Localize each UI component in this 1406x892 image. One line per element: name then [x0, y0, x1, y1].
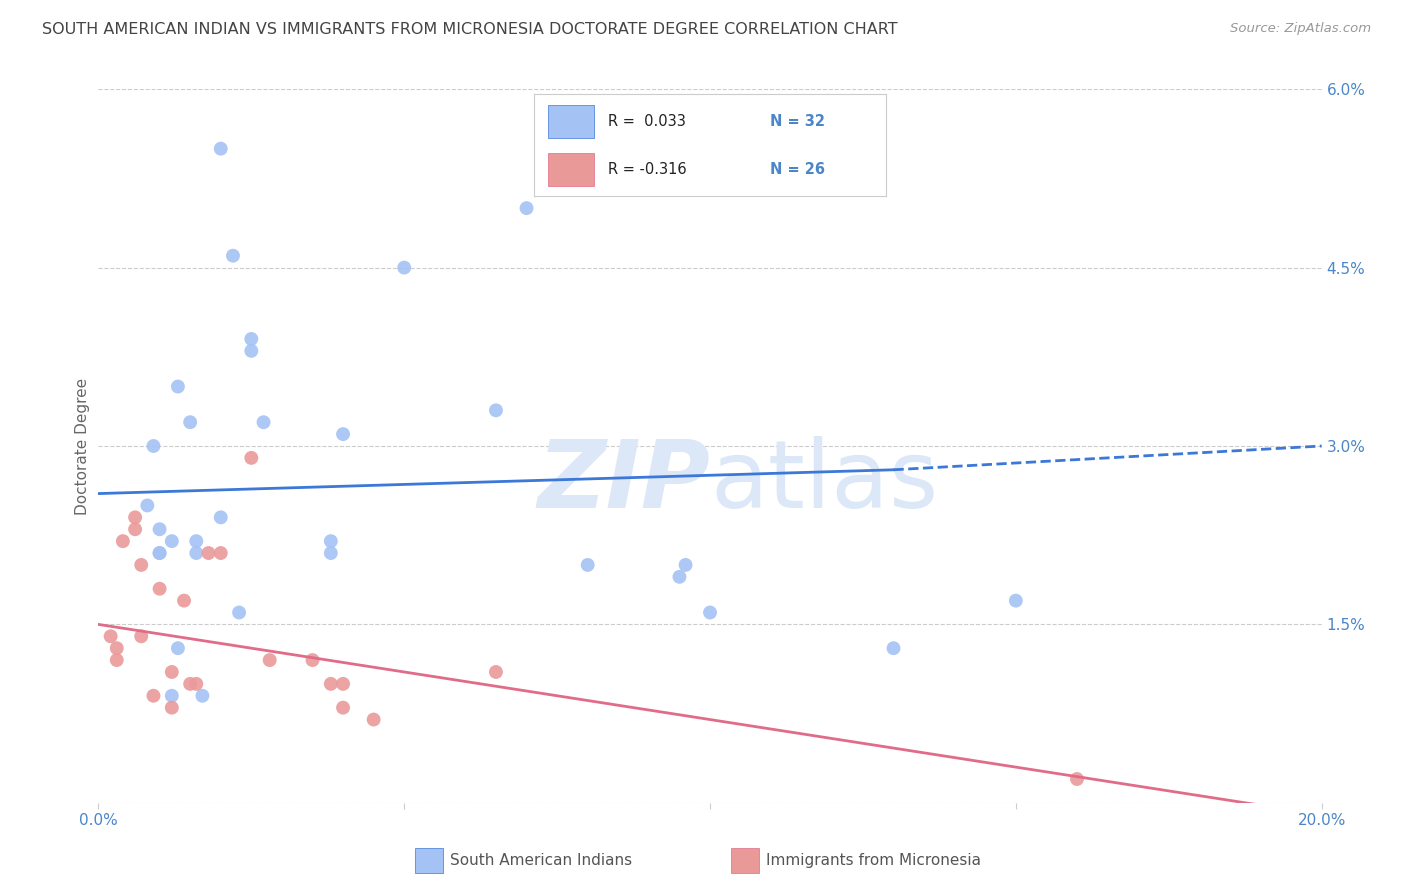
Point	[332, 677, 354, 691]
Point	[319, 546, 342, 560]
Point	[167, 379, 190, 393]
Point	[675, 558, 697, 572]
Point	[100, 629, 122, 643]
Text: SOUTH AMERICAN INDIAN VS IMMIGRANTS FROM MICRONESIA DOCTORATE DEGREE CORRELATION: SOUTH AMERICAN INDIAN VS IMMIGRANTS FROM…	[42, 22, 898, 37]
Text: N = 32: N = 32	[770, 114, 825, 128]
Point	[167, 641, 190, 656]
Point	[699, 606, 721, 620]
Point	[129, 629, 152, 643]
Text: Source: ZipAtlas.com: Source: ZipAtlas.com	[1230, 22, 1371, 36]
Bar	[548, 105, 593, 137]
Point	[142, 439, 165, 453]
Point	[240, 332, 263, 346]
Point	[105, 653, 128, 667]
Point	[111, 534, 134, 549]
Bar	[731, 848, 759, 873]
Point	[485, 665, 508, 679]
Point	[179, 677, 201, 691]
Point	[485, 403, 508, 417]
Point	[1066, 772, 1088, 786]
Point	[197, 546, 219, 560]
Point	[209, 546, 232, 560]
Point	[149, 546, 172, 560]
Point	[668, 570, 690, 584]
Point	[252, 415, 274, 429]
Point	[149, 522, 172, 536]
Point	[332, 700, 354, 714]
Point	[179, 415, 201, 429]
Point	[319, 677, 342, 691]
Point	[1004, 593, 1026, 607]
Point	[883, 641, 905, 656]
Point	[516, 201, 538, 215]
Point	[392, 260, 416, 275]
Point	[191, 689, 214, 703]
Point	[240, 450, 263, 465]
Point	[576, 558, 599, 572]
Point	[160, 665, 183, 679]
Point	[160, 689, 183, 703]
Point	[228, 606, 250, 620]
Point	[142, 689, 165, 703]
Point	[173, 593, 195, 607]
Point	[209, 142, 232, 156]
Point	[160, 700, 183, 714]
Point	[149, 582, 172, 596]
Text: atlas: atlas	[710, 435, 938, 528]
Point	[124, 522, 146, 536]
Point	[160, 534, 183, 549]
Point	[186, 677, 208, 691]
Point	[363, 713, 385, 727]
Point	[209, 510, 232, 524]
Text: Immigrants from Micronesia: Immigrants from Micronesia	[766, 854, 981, 868]
Text: R =  0.033: R = 0.033	[609, 114, 686, 128]
Point	[129, 558, 152, 572]
Text: South American Indians: South American Indians	[450, 854, 633, 868]
Point	[136, 499, 159, 513]
Point	[186, 546, 208, 560]
Point	[332, 427, 354, 442]
Point	[240, 343, 263, 358]
Text: ZIP: ZIP	[537, 435, 710, 528]
Bar	[415, 848, 443, 873]
Text: N = 26: N = 26	[770, 162, 825, 178]
Point	[149, 546, 172, 560]
Point	[124, 510, 146, 524]
Point	[301, 653, 323, 667]
Point	[259, 653, 281, 667]
Y-axis label: Doctorate Degree: Doctorate Degree	[75, 377, 90, 515]
Point	[105, 641, 128, 656]
Point	[319, 534, 342, 549]
Bar	[548, 153, 593, 186]
Point	[222, 249, 245, 263]
Point	[186, 534, 208, 549]
Text: R = -0.316: R = -0.316	[609, 162, 686, 178]
